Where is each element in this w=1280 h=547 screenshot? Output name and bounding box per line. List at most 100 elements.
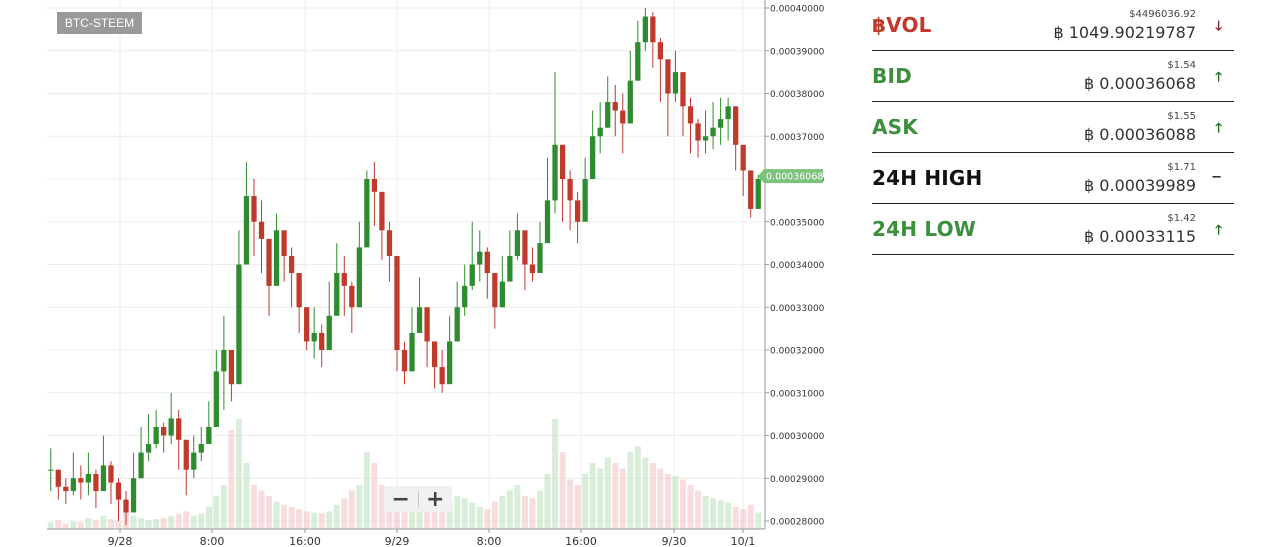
candle-body	[198, 444, 204, 453]
price-candles	[48, 8, 761, 526]
candle-body	[394, 255, 400, 350]
candle-body	[341, 273, 347, 286]
zoom-out-button[interactable]: −	[391, 486, 410, 512]
volume-bar	[220, 485, 227, 529]
stat-label: 24H HIGH	[872, 166, 983, 190]
candle-body	[258, 221, 265, 239]
stat-row-24h-high: 24H HIGH $1.71 ฿ 0.00039989 −	[872, 153, 1234, 204]
zoom-control: − +	[384, 486, 452, 512]
volume-bar	[175, 513, 182, 529]
candle-body	[273, 230, 280, 286]
candle-body	[311, 332, 317, 342]
candle-body	[567, 179, 573, 201]
stat-label: ฿VOL	[872, 13, 932, 37]
volume-bar	[679, 479, 686, 529]
candle-body	[168, 418, 174, 436]
volume-bar	[243, 463, 250, 529]
candle-body	[100, 465, 107, 492]
volume-bar	[634, 446, 641, 529]
volume-bar	[85, 518, 92, 529]
volume-bar	[589, 463, 596, 529]
volume-bar	[198, 513, 205, 529]
candle-body	[206, 426, 212, 445]
volume-bar	[491, 501, 498, 529]
price-chart[interactable]: 0.00040000 0.00039000 0.00038000 0.00037000…	[0, 0, 860, 547]
candle-body	[176, 418, 182, 440]
candle-body	[115, 482, 122, 500]
candle-body	[138, 452, 144, 479]
x-tick-label: 8:00	[477, 535, 502, 547]
y-tick-label: 0.00029000	[770, 475, 825, 485]
volume-bar	[296, 509, 303, 529]
stat-row-24h-low: 24H LOW $1.42 ฿ 0.00033115 🡑	[872, 204, 1234, 255]
volume-bar	[311, 512, 318, 529]
candle-body	[642, 16, 648, 43]
market-stats-panel: ฿VOL $4496036.92 ฿ 1049.90219787 🡓 BID $…	[872, 0, 1234, 255]
candle-body	[145, 444, 152, 453]
volume-bar	[288, 507, 295, 529]
candle-body	[401, 350, 408, 372]
volume-bar	[145, 520, 152, 529]
volume-bar	[130, 515, 137, 529]
volume-bar	[318, 513, 325, 529]
candle-body	[243, 196, 250, 265]
stat-usd-value: $4496036.92	[1129, 9, 1196, 20]
y-tick-label: 0.00031000	[770, 389, 825, 399]
x-tick-label: 9/30	[662, 535, 687, 547]
chart-grid	[47, 0, 765, 529]
volume-bar	[439, 504, 446, 529]
volume-bar	[725, 502, 732, 529]
candle-body	[635, 42, 641, 81]
volume-bar	[717, 500, 724, 529]
stat-btc-value: ฿ 0.00033115	[1084, 227, 1196, 246]
volume-bar	[521, 496, 528, 529]
candle-body	[492, 273, 498, 308]
candle-body	[612, 102, 618, 111]
candle-body	[93, 473, 99, 492]
arrow-down-icon: 🡓	[1215, 19, 1222, 34]
x-tick-label: 16:00	[565, 535, 597, 547]
volume-bar	[326, 511, 333, 529]
candle-body	[650, 16, 656, 43]
candle-body	[544, 200, 551, 244]
candle-body	[605, 102, 611, 128]
volume-bar	[409, 496, 416, 529]
volume-bar	[567, 479, 574, 529]
candle-body	[695, 123, 701, 141]
candle-body	[672, 72, 679, 94]
arrow-up-icon: 🡑	[1215, 70, 1222, 85]
stat-btc-value: ฿ 0.00036068	[1084, 74, 1196, 93]
volume-bar	[393, 501, 400, 529]
candle-body	[153, 426, 159, 445]
stat-btc-value: ฿ 0.00036088	[1084, 125, 1196, 144]
candle-body	[191, 452, 197, 470]
arrow-up-icon: 🡑	[1215, 223, 1222, 238]
y-tick-label: 0.00030000	[770, 432, 825, 442]
zoom-in-button[interactable]: +	[426, 486, 445, 512]
candle-body	[386, 230, 393, 256]
volume-bar	[732, 507, 739, 529]
volume-bar	[281, 504, 288, 529]
candle-body	[717, 119, 724, 128]
volume-bar	[627, 452, 634, 529]
volume-bar	[649, 463, 656, 529]
candle-body	[582, 179, 588, 222]
y-tick-label: 0.00040000	[770, 5, 825, 15]
volume-bar	[55, 520, 62, 529]
x-tick-label: 10/1	[731, 535, 756, 547]
volume-bar	[235, 419, 242, 529]
x-axis-ticks: 9/28 8:00 16:00 9/29 8:00 16:00 9/30 10/1	[108, 529, 756, 547]
stat-usd-value: $1.71	[1167, 162, 1196, 173]
candle-body	[590, 136, 596, 179]
volume-bar	[529, 498, 536, 529]
candle-body	[85, 473, 92, 483]
volume-bar	[755, 512, 762, 529]
candle-body	[281, 230, 287, 256]
candle-body	[364, 179, 370, 248]
volume-bar	[484, 509, 491, 529]
volume-bar	[356, 485, 363, 529]
volume-bar	[687, 485, 694, 529]
volume-bar	[258, 490, 265, 529]
volume-bar	[431, 509, 438, 529]
volume-bar	[386, 496, 393, 529]
